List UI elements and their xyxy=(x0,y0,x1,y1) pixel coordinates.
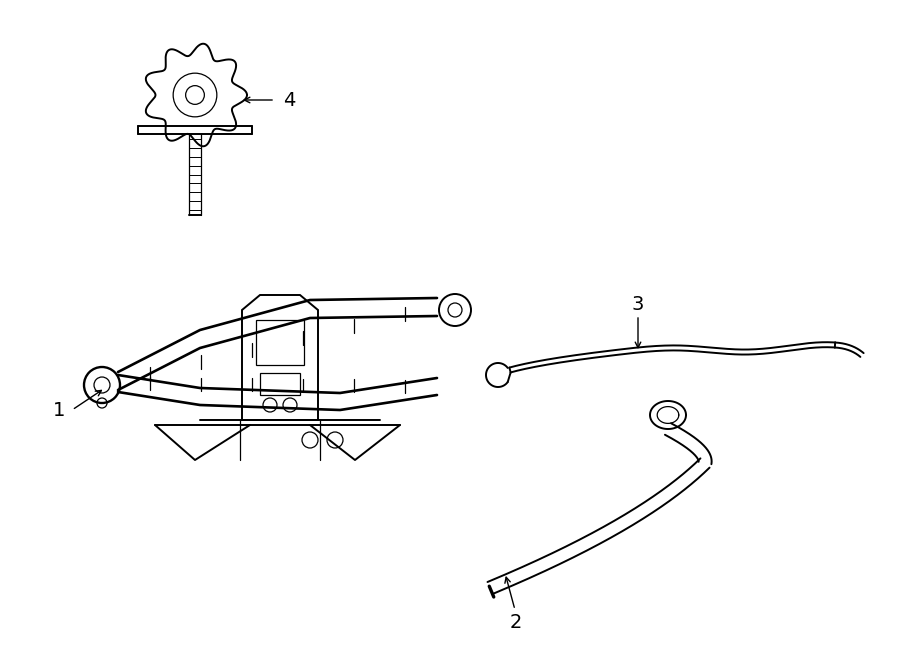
Text: 1: 1 xyxy=(52,401,65,420)
Text: 4: 4 xyxy=(283,91,295,110)
Text: 2: 2 xyxy=(509,613,522,631)
Text: 3: 3 xyxy=(632,295,644,315)
